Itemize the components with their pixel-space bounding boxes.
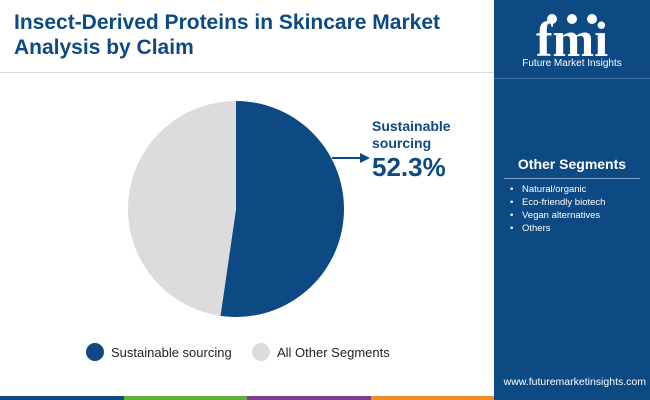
website-link[interactable]: www.futuremarketinsights.com xyxy=(503,376,646,388)
legend-swatch-other xyxy=(252,343,270,361)
legend-swatch-sustainable xyxy=(86,343,104,361)
bar-segment-purple xyxy=(247,396,371,400)
logo-icon-3 xyxy=(587,14,597,24)
legend-item-other: All Other Segments xyxy=(252,343,390,361)
bar-segment-green xyxy=(123,396,247,400)
sidebar: fmi Future Market Insights Other Segment… xyxy=(494,0,650,400)
title-divider xyxy=(0,72,494,73)
logo-tagline: Future Market Insights xyxy=(522,58,622,69)
list-item: Eco-friendly biotech xyxy=(508,196,605,209)
other-segments-list: Natural/organic Eco-friendly biotech Veg… xyxy=(508,183,605,235)
callout-arrow xyxy=(332,153,370,163)
pie-slice-all-other-segments xyxy=(128,101,236,316)
bar-segment-blue xyxy=(0,396,124,400)
logo-divider xyxy=(494,78,650,79)
list-item: Natural/organic xyxy=(508,183,605,196)
bottom-color-bar xyxy=(0,396,494,400)
pie-chart xyxy=(128,101,370,317)
legend-label-sustainable: Sustainable sourcing xyxy=(111,344,232,360)
logo-icon-1 xyxy=(547,14,557,24)
pie-slices xyxy=(128,101,344,317)
chart-title: Insect-Derived Proteins in Skincare Mark… xyxy=(14,11,440,59)
list-item: Vegan alternatives xyxy=(508,209,605,222)
logo-icon-2 xyxy=(567,14,577,24)
legend-item-sustainable: Sustainable sourcing xyxy=(86,343,232,361)
chart-panel: Insect-Derived Proteins in Skincare Mark… xyxy=(0,11,494,400)
list-item: Others xyxy=(508,222,605,235)
fmi-logo: fmi xyxy=(536,11,608,67)
callout-label: Sustainable sourcing xyxy=(372,118,451,151)
legend-label-other: All Other Segments xyxy=(277,344,390,360)
callout-value: 52.3% xyxy=(372,152,446,182)
other-segments-heading: Other Segments xyxy=(517,156,627,172)
other-segments-rule xyxy=(504,178,640,179)
bar-segment-orange xyxy=(370,396,494,400)
pie-slice-sustainable-sourcing xyxy=(220,101,344,317)
